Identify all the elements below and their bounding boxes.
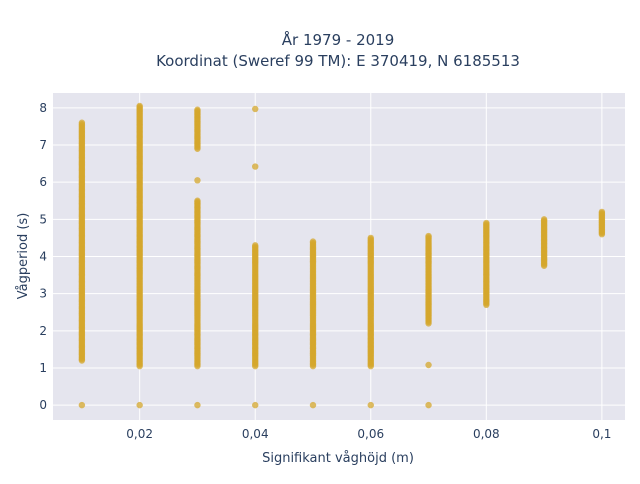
x-tick-label: 0,08 bbox=[473, 427, 500, 441]
y-tick-label: 4 bbox=[39, 250, 47, 264]
chart-title-line-1: År 1979 - 2019 bbox=[282, 30, 395, 49]
data-point bbox=[194, 197, 201, 204]
x-tick-labels: 0,02 0,04 0,06 0,08 0,1 bbox=[126, 427, 611, 441]
x-tick-label: 0,1 bbox=[592, 427, 611, 441]
y-tick-label: 6 bbox=[39, 175, 47, 189]
scatter-points bbox=[78, 102, 606, 409]
data-point bbox=[194, 401, 201, 409]
chart-title-line-2: Koordinat (Sweref 99 TM): E 370419, N 61… bbox=[156, 52, 520, 70]
y-tick-label: 2 bbox=[39, 324, 47, 338]
y-tick-label: 7 bbox=[39, 138, 47, 152]
y-tick-label: 0 bbox=[39, 398, 47, 412]
data-point bbox=[483, 219, 490, 227]
data-point bbox=[78, 401, 86, 409]
x-tick-label: 0,04 bbox=[242, 427, 269, 441]
y-gridlines bbox=[53, 107, 625, 406]
chart-title: År 1979 - 2019 Koordinat (Sweref 99 TM):… bbox=[156, 30, 520, 70]
data-point bbox=[425, 232, 432, 240]
data-point bbox=[194, 106, 201, 113]
data-point bbox=[309, 401, 317, 409]
data-point bbox=[78, 119, 86, 126]
data-point bbox=[309, 238, 317, 245]
data-point bbox=[252, 401, 259, 409]
data-point bbox=[136, 401, 143, 409]
data-point bbox=[367, 234, 374, 242]
data-point bbox=[367, 401, 374, 409]
y-tick-label: 1 bbox=[39, 361, 47, 375]
data-point bbox=[425, 361, 432, 369]
data-point bbox=[136, 102, 143, 110]
data-point bbox=[598, 208, 606, 216]
x-axis-title: Signifikant våghöjd (m) bbox=[262, 451, 414, 466]
y-axis-title: Vågperiod (s) bbox=[16, 213, 31, 300]
data-point bbox=[252, 105, 259, 113]
data-point bbox=[540, 216, 548, 223]
data-point bbox=[252, 163, 259, 170]
data-point bbox=[252, 242, 259, 249]
x-tick-label: 0,02 bbox=[126, 427, 153, 441]
data-point bbox=[194, 177, 201, 184]
y-tick-label: 5 bbox=[39, 212, 47, 226]
data-point bbox=[425, 401, 432, 409]
x-tick-label: 0,06 bbox=[357, 427, 384, 441]
y-tick-labels: 0 1 2 3 4 5 6 7 8 bbox=[39, 101, 47, 412]
y-tick-label: 8 bbox=[39, 101, 47, 115]
y-tick-label: 3 bbox=[39, 287, 47, 301]
